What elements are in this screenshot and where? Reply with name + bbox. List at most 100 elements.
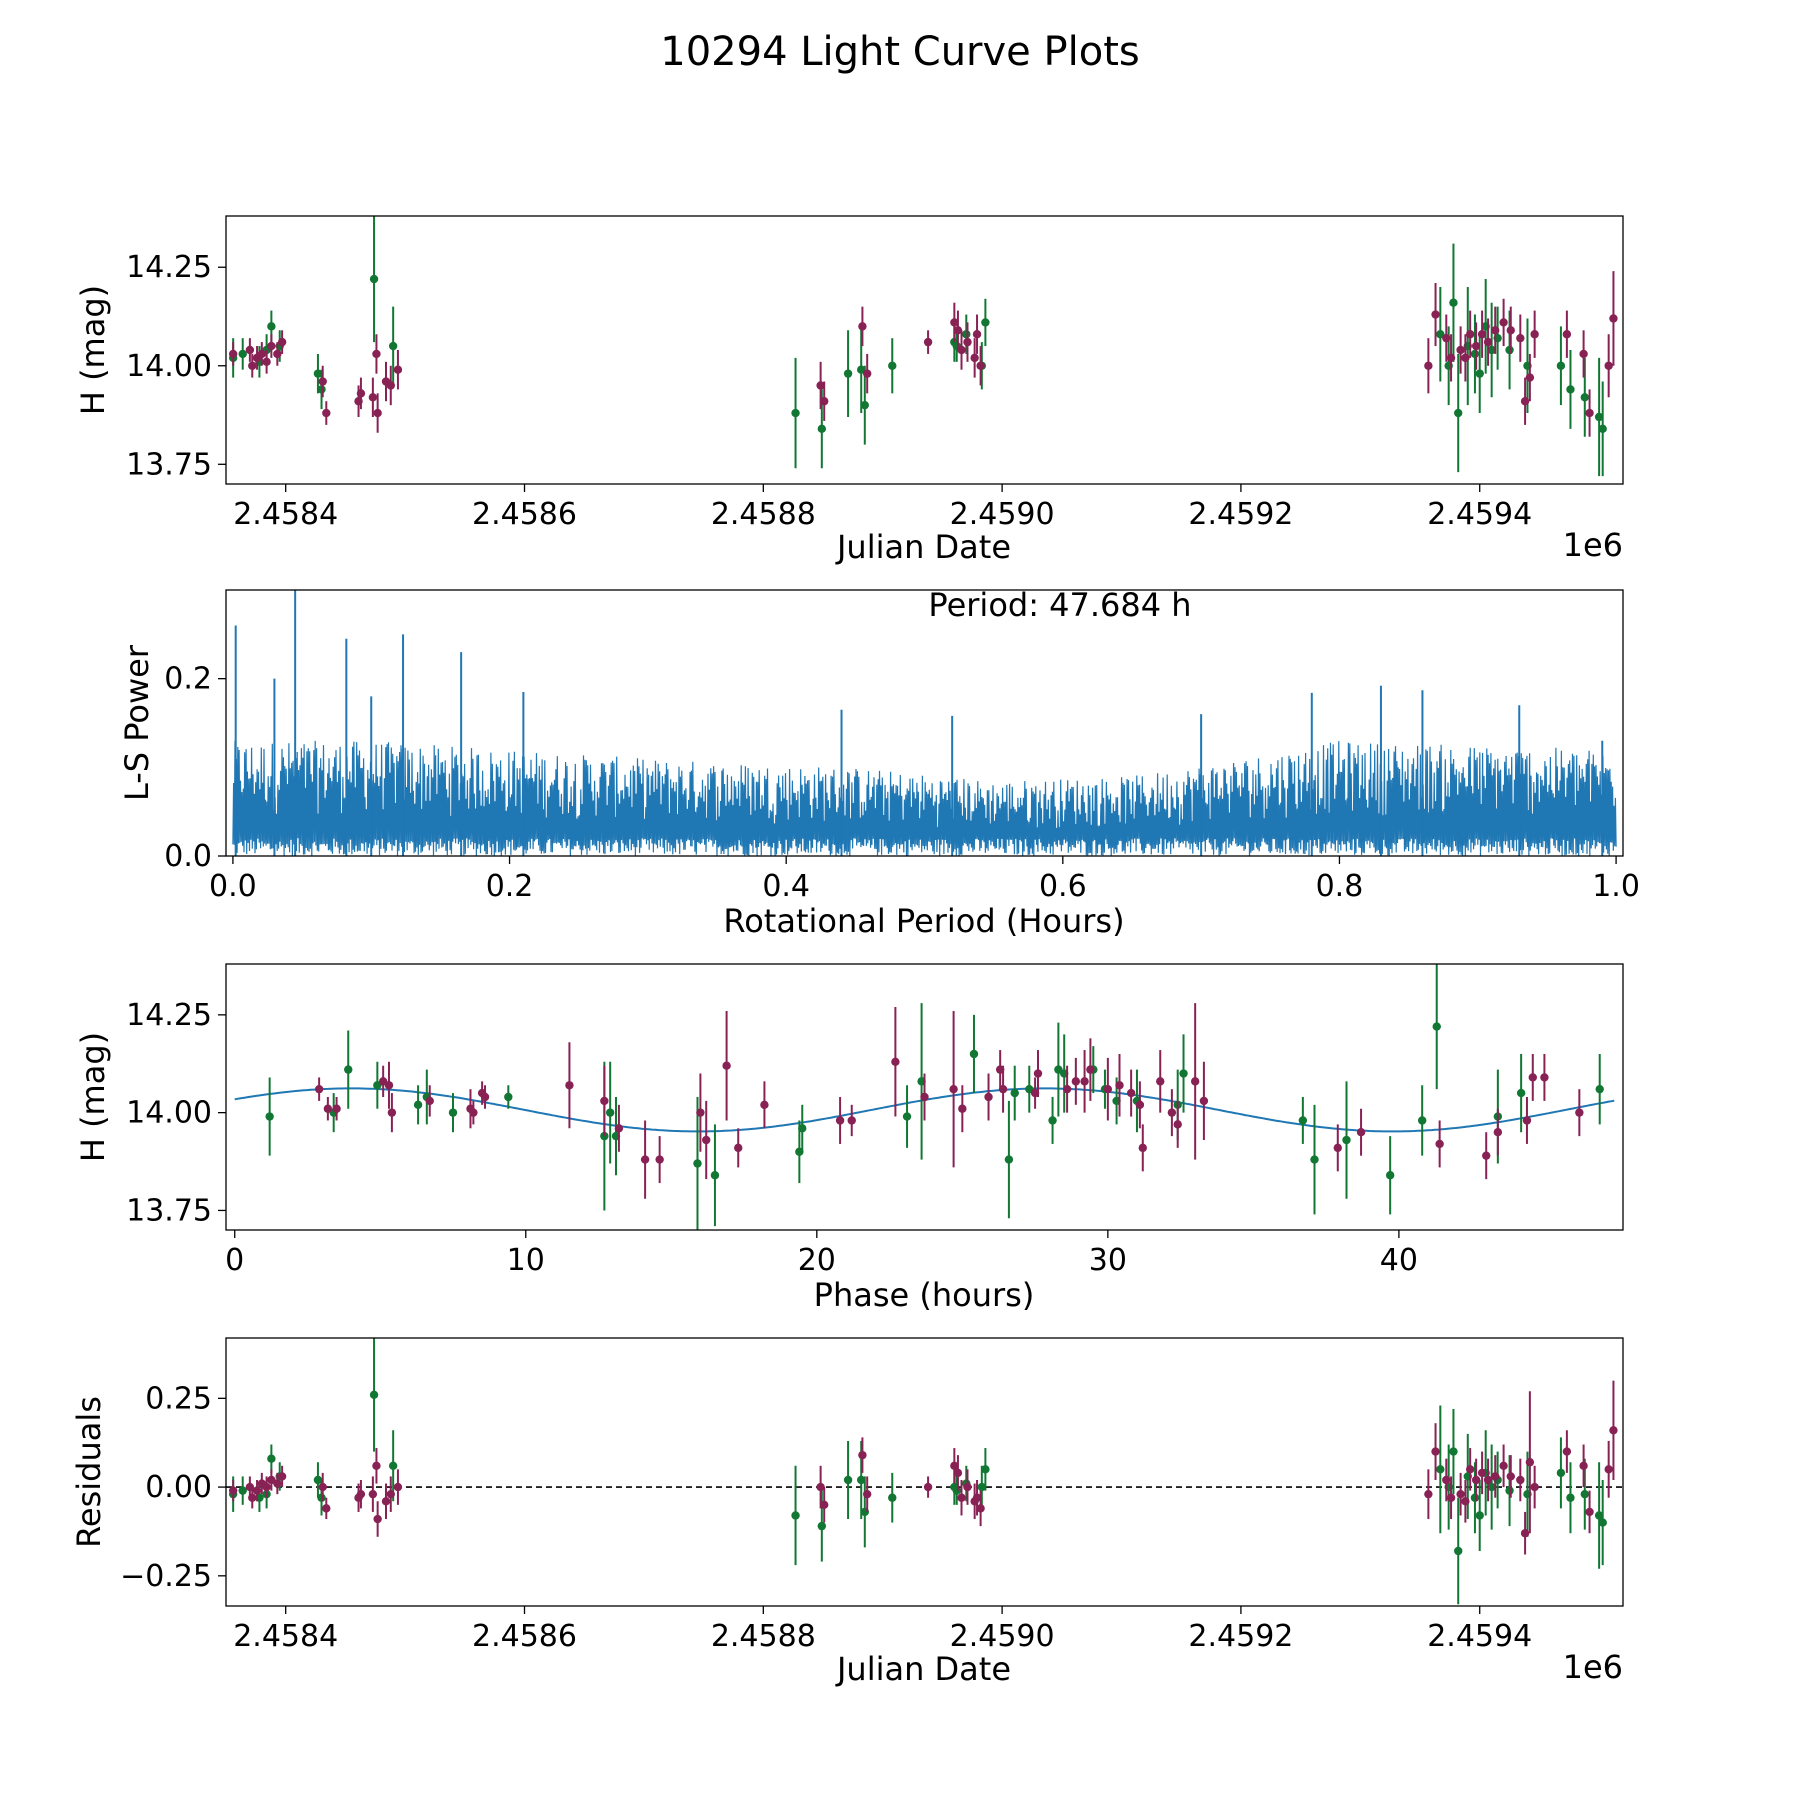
- magenta-data-point: [1499, 318, 1508, 327]
- magenta-data-point: [1477, 1468, 1487, 1478]
- magenta-data-point: [1080, 1077, 1089, 1086]
- green-data-point: [1048, 1116, 1057, 1125]
- magenta-data-point: [373, 408, 382, 418]
- magenta-data-point: [858, 1450, 867, 1460]
- y-tick-label: 14.25: [126, 998, 212, 1033]
- magenta-data-point: [1525, 373, 1535, 382]
- magenta-data-point: [1506, 326, 1515, 335]
- green-data-point: [798, 1124, 807, 1133]
- magenta-data-point: [702, 1135, 711, 1145]
- magenta-data-point: [1424, 361, 1433, 370]
- magenta-data-point: [950, 1461, 959, 1470]
- x-tick-label: 2.4584: [233, 497, 338, 532]
- magenta-data-point: [970, 353, 979, 363]
- magenta-data-point: [228, 349, 238, 359]
- magenta-data-point: [953, 326, 963, 335]
- magenta-data-point: [655, 1155, 664, 1164]
- x-tick-label: 2.4586: [472, 497, 577, 532]
- phased-curve-xlabel: Phase (hours): [814, 1276, 1035, 1314]
- magenta-data-point: [386, 1489, 395, 1499]
- x-tick-label: 0: [225, 1243, 244, 1278]
- magenta-data-point: [920, 1092, 929, 1102]
- green-data-point: [267, 1454, 276, 1463]
- magenta-data-point: [858, 322, 867, 331]
- magenta-data-point: [1609, 1426, 1618, 1435]
- residuals-frame: [225, 1337, 1624, 1607]
- magenta-data-point: [1033, 1069, 1043, 1078]
- magenta-data-point: [1491, 1472, 1500, 1481]
- x-tick-label: 2.4592: [1188, 497, 1293, 532]
- periodogram-ylabel: L-S Power: [118, 644, 156, 801]
- magenta-data-point: [277, 337, 287, 347]
- green-data-point: [317, 1493, 326, 1502]
- y-tick-label: 0.2: [164, 662, 212, 697]
- green-data-point: [1487, 345, 1496, 355]
- residuals-xlabel: Julian Date: [835, 1650, 1011, 1688]
- green-data-point: [888, 1493, 897, 1502]
- magenta-data-point: [1138, 1143, 1147, 1153]
- data-group: [232, 590, 1617, 856]
- green-data-point: [1179, 1069, 1188, 1078]
- magenta-data-point: [318, 1482, 327, 1492]
- green-data-point: [1470, 1493, 1480, 1502]
- magenta-data-point: [1461, 353, 1470, 363]
- magenta-data-point: [356, 389, 366, 398]
- magenta-data-point: [425, 1096, 434, 1106]
- magenta-data-point: [1103, 1084, 1113, 1094]
- magenta-data-point: [1062, 1084, 1072, 1094]
- x-tick-label: 0.0: [209, 869, 257, 904]
- x-tick-label: 2.4588: [711, 1619, 816, 1654]
- green-data-point: [1595, 1084, 1604, 1094]
- magenta-data-point: [469, 1108, 478, 1117]
- x-tick-label: 40: [1380, 1243, 1418, 1278]
- magenta-data-point: [1530, 330, 1539, 339]
- magenta-data-point: [1609, 314, 1618, 323]
- green-data-point: [1505, 1486, 1514, 1495]
- green-data-point: [1454, 1546, 1463, 1556]
- data-group: [234, 964, 1615, 1230]
- magenta-data-point: [1482, 1151, 1491, 1160]
- x-tick-label: 0.8: [1316, 869, 1364, 904]
- y-tick-label: 14.25: [126, 250, 212, 285]
- green-data-point: [1556, 361, 1566, 370]
- green-data-point: [981, 1465, 990, 1474]
- x-tick-label: 0.4: [762, 869, 810, 904]
- green-data-point: [1580, 393, 1589, 402]
- y-tick-label: 13.75: [126, 1193, 212, 1228]
- green-data-point: [369, 1390, 379, 1399]
- magenta-data-point: [957, 1493, 966, 1502]
- magenta-data-point: [368, 393, 378, 402]
- magenta-data-point: [393, 1482, 403, 1492]
- magenta-data-point: [891, 1057, 900, 1066]
- magenta-data-point: [1431, 1447, 1440, 1456]
- green-data-point: [1566, 385, 1575, 394]
- magenta-data-point: [1585, 408, 1594, 418]
- light-curve-xlabel: Julian Date: [835, 528, 1011, 566]
- magenta-data-point: [950, 318, 959, 327]
- green-data-point: [238, 349, 247, 359]
- magenta-data-point: [322, 408, 331, 418]
- magenta-data-point: [384, 1081, 394, 1090]
- green-data-point: [1385, 1171, 1395, 1180]
- x-tick-label: 20: [798, 1243, 836, 1278]
- y-tick-label: 0.25: [145, 1381, 212, 1416]
- green-data-point: [843, 1475, 853, 1485]
- magenta-data-point: [1562, 330, 1572, 339]
- periodogram-line: [232, 590, 1617, 856]
- periodogram-panel: 0.0 0.2 0.4 0.6 0.8 1.0 0.0 0.2 Period: 47.684 …: [118, 586, 1640, 940]
- figure-title: 10294 Light Curve Plots: [660, 29, 1139, 75]
- x-tick-label: 2.4592: [1188, 1619, 1293, 1654]
- period-annotation: Period: 47.684 h: [928, 586, 1191, 624]
- magenta-data-point: [984, 1092, 993, 1102]
- magenta-data-point: [1471, 341, 1481, 351]
- green-data-point: [1598, 1518, 1607, 1527]
- magenta-data-point: [862, 1489, 872, 1499]
- green-data-point: [710, 1171, 720, 1180]
- green-data-point: [902, 1112, 912, 1121]
- magenta-data-point: [640, 1155, 650, 1164]
- magenta-data-point: [565, 1081, 574, 1090]
- green-data-point: [817, 424, 827, 434]
- magenta-data-point: [248, 1493, 257, 1502]
- magenta-data-point: [1442, 333, 1451, 343]
- green-data-point: [860, 400, 869, 410]
